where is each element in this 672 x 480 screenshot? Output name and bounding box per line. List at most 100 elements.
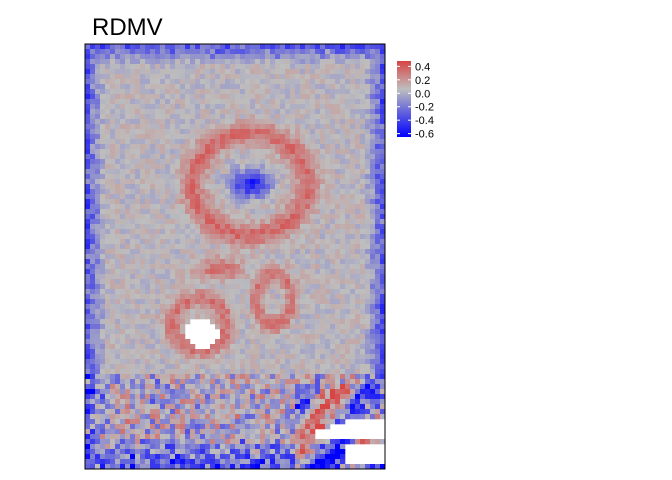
heatmap-cell bbox=[345, 124, 351, 130]
heatmap-cell bbox=[145, 109, 151, 115]
heatmap-cell bbox=[285, 444, 291, 450]
heatmap-cell bbox=[270, 309, 276, 315]
heatmap-cell bbox=[265, 94, 271, 100]
heatmap-cell bbox=[160, 354, 166, 360]
heatmap-cell bbox=[135, 374, 141, 380]
heatmap-cell bbox=[180, 464, 186, 470]
heatmap-cell bbox=[105, 249, 111, 255]
heatmap-cell bbox=[200, 364, 206, 370]
heatmap-cell bbox=[305, 324, 311, 330]
heatmap-cell bbox=[295, 439, 301, 445]
heatmap-cell bbox=[265, 464, 271, 470]
heatmap-cell bbox=[140, 434, 146, 440]
heatmap-cell bbox=[210, 129, 216, 135]
heatmap-cell bbox=[200, 179, 206, 185]
heatmap-cell bbox=[315, 234, 321, 240]
heatmap-cell bbox=[130, 244, 136, 250]
heatmap-cell bbox=[130, 294, 136, 300]
heatmap-cell bbox=[355, 389, 361, 395]
heatmap-cell bbox=[295, 299, 301, 305]
heatmap-cell bbox=[250, 174, 256, 180]
heatmap-cell bbox=[315, 374, 321, 380]
heatmap-cell bbox=[245, 259, 251, 265]
heatmap-cell bbox=[105, 409, 111, 415]
heatmap-cell bbox=[140, 89, 146, 95]
heatmap-cell bbox=[250, 319, 256, 325]
heatmap-cell bbox=[275, 284, 281, 290]
heatmap-cell bbox=[355, 334, 361, 340]
heatmap-cell bbox=[220, 284, 226, 290]
heatmap-cell bbox=[180, 294, 186, 300]
heatmap-cell bbox=[300, 459, 306, 465]
heatmap-cell bbox=[240, 444, 246, 450]
heatmap-cell bbox=[135, 234, 141, 240]
heatmap-cell bbox=[370, 214, 376, 220]
heatmap-cell bbox=[270, 374, 276, 380]
heatmap-cell bbox=[150, 144, 156, 150]
heatmap-cell bbox=[190, 49, 196, 55]
heatmap-cell bbox=[355, 159, 361, 165]
heatmap-cell bbox=[305, 399, 311, 405]
heatmap-cell bbox=[350, 184, 356, 190]
heatmap-cell bbox=[160, 64, 166, 70]
heatmap-cell bbox=[305, 109, 311, 115]
heatmap-cell bbox=[310, 459, 316, 465]
heatmap-cell bbox=[270, 99, 276, 105]
heatmap-cell bbox=[100, 134, 106, 140]
heatmap-cell bbox=[315, 344, 321, 350]
heatmap-cell bbox=[255, 219, 261, 225]
heatmap-cell bbox=[260, 394, 266, 400]
heatmap-cell bbox=[345, 209, 351, 215]
heatmap-cell bbox=[195, 134, 201, 140]
heatmap-cell bbox=[115, 219, 121, 225]
heatmap-cell bbox=[145, 149, 151, 155]
heatmap-cell bbox=[100, 409, 106, 415]
heatmap-cell bbox=[280, 384, 286, 390]
heatmap-cell bbox=[195, 274, 201, 280]
heatmap-cell bbox=[130, 214, 136, 220]
heatmap-cell bbox=[115, 359, 121, 365]
heatmap-cell bbox=[90, 399, 96, 405]
heatmap-cell bbox=[330, 319, 336, 325]
heatmap-cell bbox=[185, 109, 191, 115]
heatmap-cell bbox=[205, 434, 211, 440]
heatmap-cell bbox=[180, 224, 186, 230]
heatmap-cell bbox=[200, 219, 206, 225]
heatmap-cell bbox=[185, 449, 191, 455]
heatmap-cell bbox=[370, 309, 376, 315]
heatmap-cell bbox=[130, 289, 136, 295]
heatmap-cell bbox=[155, 394, 161, 400]
heatmap-cell bbox=[150, 309, 156, 315]
heatmap-cell bbox=[110, 254, 116, 260]
heatmap-cell bbox=[295, 179, 301, 185]
heatmap-cell bbox=[295, 279, 301, 285]
heatmap-cell bbox=[140, 139, 146, 145]
heatmap-cell bbox=[110, 169, 116, 175]
heatmap-cell bbox=[315, 114, 321, 120]
heatmap-cell bbox=[365, 149, 371, 155]
heatmap-cell bbox=[325, 244, 331, 250]
heatmap-cell bbox=[305, 69, 311, 75]
heatmap-cell bbox=[130, 219, 136, 225]
heatmap-cell bbox=[300, 49, 306, 55]
heatmap-cell bbox=[140, 244, 146, 250]
heatmap-cell bbox=[115, 324, 121, 330]
heatmap-cell bbox=[130, 344, 136, 350]
heatmap-cell bbox=[325, 449, 331, 455]
heatmap-cell bbox=[335, 414, 341, 420]
heatmap-cell bbox=[175, 259, 181, 265]
heatmap-cell bbox=[355, 54, 361, 60]
heatmap-cell bbox=[115, 264, 121, 270]
heatmap-cell bbox=[290, 349, 296, 355]
heatmap-cell bbox=[235, 324, 241, 330]
heatmap-cell bbox=[255, 64, 261, 70]
heatmap-cell bbox=[220, 239, 226, 245]
heatmap-cell bbox=[195, 409, 201, 415]
heatmap-cell bbox=[315, 244, 321, 250]
heatmap-cell bbox=[325, 314, 331, 320]
heatmap-cell bbox=[355, 329, 361, 335]
heatmap-cell bbox=[175, 64, 181, 70]
heatmap-cell bbox=[265, 59, 271, 65]
heatmap-cell bbox=[260, 74, 266, 80]
heatmap-cell bbox=[295, 169, 301, 175]
